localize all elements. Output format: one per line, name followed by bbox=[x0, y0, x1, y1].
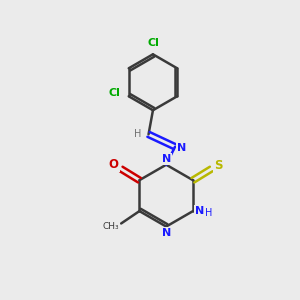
Text: N: N bbox=[177, 143, 186, 153]
Text: O: O bbox=[109, 158, 119, 171]
Text: H: H bbox=[205, 208, 212, 218]
Text: H: H bbox=[134, 129, 141, 140]
Text: N: N bbox=[162, 228, 171, 238]
Text: S: S bbox=[214, 159, 223, 172]
Text: N: N bbox=[162, 154, 171, 164]
Text: Cl: Cl bbox=[109, 88, 121, 98]
Text: Cl: Cl bbox=[147, 38, 159, 48]
Text: CH₃: CH₃ bbox=[103, 222, 119, 231]
Text: N: N bbox=[195, 206, 204, 216]
